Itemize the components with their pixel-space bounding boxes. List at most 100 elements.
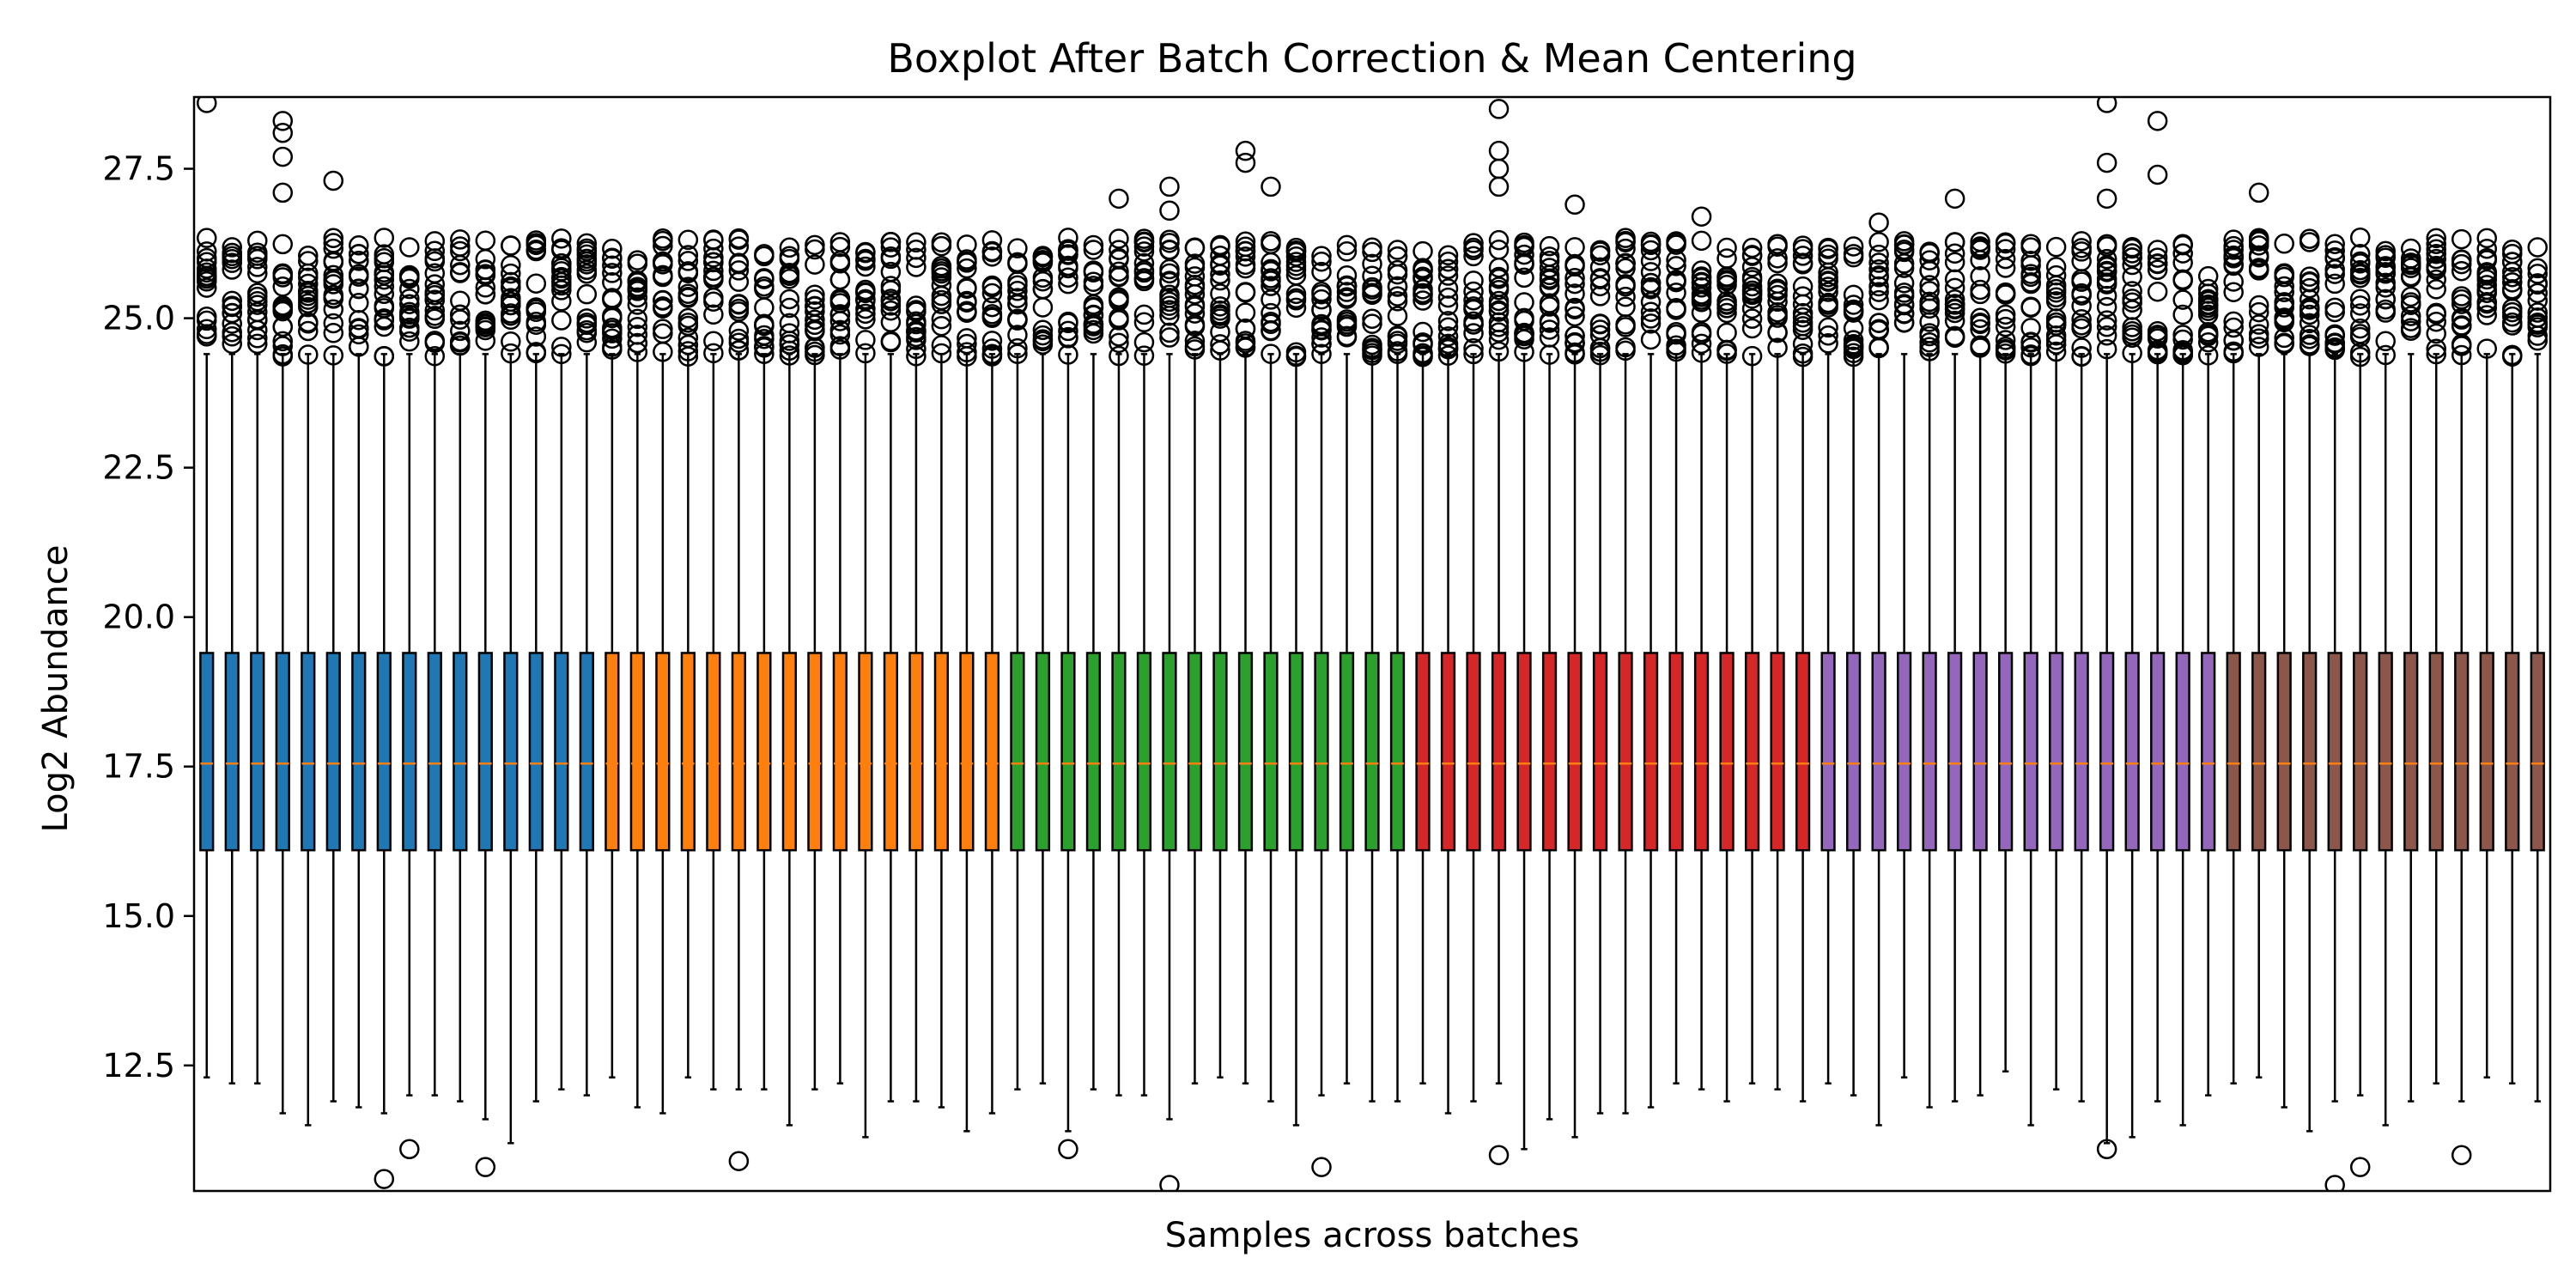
outlier-point	[2223, 311, 2244, 332]
outlier-point	[424, 289, 446, 310]
extreme-outlier-point	[1311, 1157, 1332, 1177]
extreme-outlier-point	[1564, 194, 1585, 216]
outlier-point	[2274, 307, 2294, 328]
outlier-point	[1285, 240, 1307, 261]
outlier-point	[374, 295, 395, 316]
y-tick-label: 22.5	[102, 449, 175, 487]
outlier-point	[2197, 289, 2219, 310]
outlier-point	[2375, 331, 2396, 352]
outlier-point	[1995, 330, 2016, 350]
outlier-point	[829, 236, 851, 258]
iqr-box	[883, 652, 899, 852]
sample-box	[906, 232, 927, 1103]
outlier-point	[399, 317, 420, 338]
outlier-point	[2324, 234, 2345, 254]
outlier-point	[653, 289, 673, 311]
outlier-point	[1818, 267, 1838, 288]
outlier-point	[2299, 228, 2320, 249]
outlier-point	[728, 328, 750, 349]
iqr-box	[908, 652, 924, 852]
outlier-point	[2324, 297, 2345, 319]
iqr-box	[1491, 652, 1507, 852]
outlier-point	[298, 280, 319, 301]
outlier-point	[1261, 343, 1281, 364]
outlier-point	[2426, 279, 2446, 300]
outlier-point	[2299, 313, 2320, 334]
outlier-point	[1868, 252, 1889, 273]
outlier-point	[1413, 269, 1433, 289]
outlier-point	[2349, 318, 2371, 339]
iqr-box	[933, 652, 950, 852]
sample-box	[501, 235, 521, 1145]
outlier-point	[2426, 304, 2446, 325]
sample-box	[728, 228, 750, 1091]
outlier-point	[677, 346, 699, 367]
iqr-box	[477, 652, 493, 852]
outlier-point	[2527, 237, 2548, 258]
outlier-point	[1058, 228, 1078, 248]
outlier-point	[323, 288, 344, 308]
y-tick-label: 25.0	[102, 300, 175, 337]
outlier-point	[855, 282, 876, 302]
extreme-outlier-point	[399, 1139, 420, 1160]
outlier-point	[450, 229, 471, 250]
outlier-point	[2527, 307, 2548, 328]
iqr-box	[579, 652, 594, 852]
outlier-point	[1767, 273, 1788, 295]
outlier-point	[2527, 330, 2548, 351]
outlier-point	[2248, 295, 2269, 316]
outlier-point	[2299, 329, 2320, 349]
outlier-point	[1387, 240, 1408, 260]
outlier-point	[1336, 311, 1358, 332]
outlier-point	[2071, 337, 2092, 358]
sample-box	[1387, 240, 1408, 1103]
outlier-point	[1818, 333, 1838, 354]
iqr-box	[2201, 652, 2216, 852]
iqr-box	[2327, 652, 2342, 852]
y-axis: 12.5 15.0 17.5 20.0 22.5 25.0 27.5	[102, 150, 194, 1084]
outlier-point	[703, 266, 724, 288]
outlier-point	[1970, 313, 1990, 335]
extreme-outlier-point	[728, 1151, 750, 1171]
outlier-point	[855, 242, 876, 264]
sample-box	[374, 228, 395, 1115]
outlier-point	[2147, 253, 2168, 274]
outlier-point	[2451, 260, 2472, 282]
outlier-point	[2324, 248, 2345, 269]
outlier-point	[2527, 314, 2548, 335]
outlier-point	[1792, 246, 1814, 266]
sample-box	[1007, 238, 1028, 1091]
extreme-outlier-point	[272, 123, 294, 143]
sample-box	[957, 234, 977, 1133]
sample-box	[1868, 232, 1889, 1127]
outlier-point	[1792, 276, 1814, 297]
outlier-point	[222, 326, 243, 347]
outlier-point	[2324, 259, 2345, 280]
plot-frame	[192, 95, 2552, 1193]
extreme-outlier-point	[1868, 212, 1889, 233]
outlier-point	[222, 248, 243, 270]
outlier-point	[779, 248, 800, 270]
outlier-point	[981, 230, 1003, 251]
outlier-point	[779, 323, 800, 343]
outlier-point	[1666, 234, 1686, 255]
outlier-point	[1488, 341, 1510, 362]
extreme-outlier-point	[2324, 1175, 2345, 1191]
extreme-outlier-point	[1235, 140, 1256, 161]
outlier-point	[829, 319, 851, 341]
outlier-point	[602, 339, 623, 360]
sample-box	[1413, 240, 1433, 1084]
iqr-box	[453, 652, 468, 852]
outlier-point	[1437, 338, 1459, 359]
sample-box	[2324, 234, 2345, 1103]
outlier-point	[957, 290, 977, 312]
outlier-point	[1589, 240, 1611, 261]
outlier-point	[1716, 343, 1737, 364]
outlier-point	[931, 232, 952, 252]
outlier-point	[298, 320, 319, 342]
outlier-point	[1944, 277, 1965, 299]
outlier-point	[2274, 327, 2294, 349]
outlier-point	[1792, 319, 1814, 340]
sample-box	[424, 231, 446, 1097]
outlier-point	[703, 343, 724, 364]
